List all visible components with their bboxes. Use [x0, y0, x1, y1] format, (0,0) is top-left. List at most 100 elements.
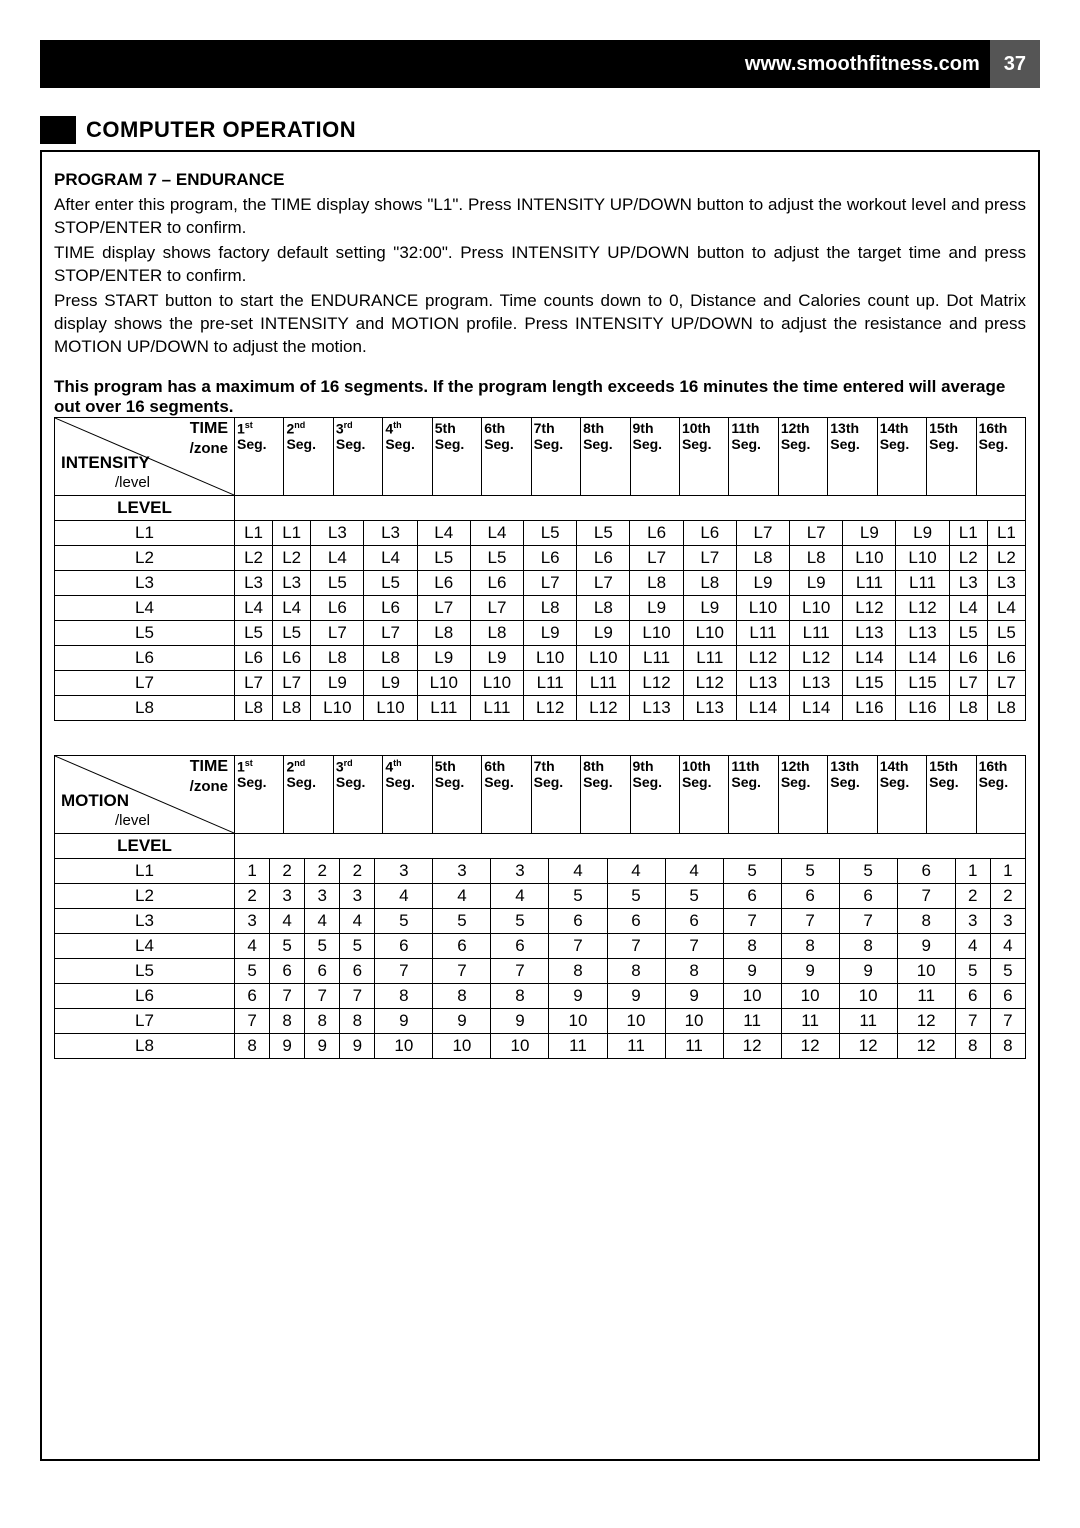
table-cell: L6: [273, 645, 311, 670]
table-cell: L3: [273, 570, 311, 595]
corner-leftsub: /level: [115, 474, 150, 491]
table-cell: L11: [630, 645, 683, 670]
table-cell: 11: [665, 1033, 723, 1058]
table-cell: L10: [364, 695, 417, 720]
table-cell: L3: [987, 570, 1025, 595]
corner-left: INTENSITY: [61, 453, 150, 473]
seg-header: 4thSeg.: [383, 417, 432, 495]
manual-page: www.smoothfitness.com 37 COMPUTER OPERAT…: [0, 0, 1080, 1501]
table-cell: 5: [235, 958, 270, 983]
table-cell: 3: [955, 908, 990, 933]
table-cell: 11: [723, 1008, 781, 1033]
table-cell: L9: [790, 570, 843, 595]
table-cell: L8: [273, 695, 311, 720]
level-header-row: LEVEL: [55, 495, 1026, 520]
table-cell: L9: [364, 670, 417, 695]
table-cell: 7: [340, 983, 375, 1008]
motion-table-body: L11222333444555611L22333444555666722L334…: [54, 858, 1026, 1059]
intensity-table-wrap: TIME /zone INTENSITY /level 1stSeg. 2ndS…: [54, 417, 1026, 721]
table-cell: 5: [955, 958, 990, 983]
corner-top: TIME: [190, 420, 228, 438]
table-cell: 6: [955, 983, 990, 1008]
row-label: L6: [55, 645, 235, 670]
table-cell: 5: [665, 883, 723, 908]
table-cell: L16: [843, 695, 896, 720]
table-cell: 6: [723, 883, 781, 908]
seg-header: 14thSeg.: [877, 417, 926, 495]
table-cell: 2: [955, 883, 990, 908]
row-label: L4: [55, 595, 235, 620]
table-cell: 4: [340, 908, 375, 933]
table-cell: 7: [897, 883, 955, 908]
table-cell: 5: [433, 908, 491, 933]
table-cell: 6: [990, 983, 1025, 1008]
table-cell: L9: [311, 670, 364, 695]
table-cell: 7: [375, 958, 433, 983]
seg-header: 8thSeg.: [581, 417, 630, 495]
table-cell: 8: [491, 983, 549, 1008]
seg-header: 3rdSeg.: [333, 417, 382, 495]
table-cell: 1: [235, 858, 270, 883]
table-cell: L8: [311, 645, 364, 670]
table-cell: L8: [630, 570, 683, 595]
table-cell: 8: [433, 983, 491, 1008]
table-cell: 11: [607, 1033, 665, 1058]
table-cell: L6: [630, 520, 683, 545]
seg-header: 3rdSeg.: [333, 755, 382, 833]
row-label: L5: [55, 958, 235, 983]
header-url: www.smoothfitness.com: [745, 53, 990, 76]
table-cell: 4: [433, 883, 491, 908]
table-cell: L14: [736, 695, 789, 720]
table-cell: L4: [311, 545, 364, 570]
table-cell: L4: [364, 545, 417, 570]
table-cell: L15: [896, 670, 949, 695]
table-cell: 7: [433, 958, 491, 983]
table-cell: L11: [524, 670, 577, 695]
program-title: PROGRAM 7 – ENDURANCE: [54, 170, 1026, 190]
table-cell: L6: [949, 645, 987, 670]
table-cell: L13: [736, 670, 789, 695]
table-cell: L15: [843, 670, 896, 695]
table-cell: 3: [235, 908, 270, 933]
table-cell: 5: [607, 883, 665, 908]
table-cell: L3: [235, 570, 273, 595]
table-cell: 5: [340, 933, 375, 958]
table-cell: L5: [949, 620, 987, 645]
seg-header: 14thSeg.: [877, 755, 926, 833]
table-cell: L8: [790, 545, 843, 570]
table-cell: 6: [433, 933, 491, 958]
table-cell: L5: [524, 520, 577, 545]
table-cell: L3: [949, 570, 987, 595]
table-cell: 12: [781, 1033, 839, 1058]
table-cell: 9: [897, 933, 955, 958]
table-cell: 9: [305, 1033, 340, 1058]
content-frame: PROGRAM 7 – ENDURANCE After enter this p…: [40, 150, 1040, 1461]
intensity-corner-cell: TIME /zone INTENSITY /level: [55, 417, 235, 495]
table-cell: L9: [683, 595, 736, 620]
table-cell: L12: [577, 695, 630, 720]
table-cell: L4: [949, 595, 987, 620]
table-cell: 6: [549, 908, 607, 933]
table-cell: L12: [790, 645, 843, 670]
table-cell: 3: [305, 883, 340, 908]
table-row: L667778889991010101166: [55, 983, 1026, 1008]
table-cell: L9: [470, 645, 523, 670]
table-row: L6L6L6L8L8L9L9L10L10L11L11L12L12L14L14L6…: [55, 645, 1026, 670]
table-cell: 8: [990, 1033, 1025, 1058]
table-cell: L6: [364, 595, 417, 620]
table-cell: 6: [491, 933, 549, 958]
section-title-row: COMPUTER OPERATION: [40, 116, 1040, 144]
table-cell: L11: [417, 695, 470, 720]
table-cell: L7: [736, 520, 789, 545]
table-cell: L6: [311, 595, 364, 620]
table-cell: 10: [665, 1008, 723, 1033]
table-cell: 5: [549, 883, 607, 908]
table-cell: 8: [340, 1008, 375, 1033]
table-cell: L1: [235, 520, 273, 545]
table-cell: 4: [491, 883, 549, 908]
table-cell: 2: [270, 858, 305, 883]
table-cell: L10: [311, 695, 364, 720]
row-label: L3: [55, 570, 235, 595]
row-label: L2: [55, 883, 235, 908]
table-cell: 10: [897, 958, 955, 983]
